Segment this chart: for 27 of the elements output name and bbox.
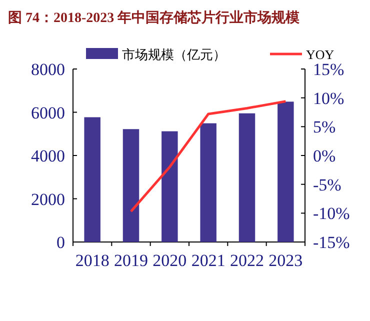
y2-tick-label: -5% [313,175,342,194]
y2-tick-label: 5% [313,118,336,137]
bar [200,123,216,242]
y2-tick-label: -15% [313,233,350,252]
bar [84,117,100,242]
x-tick-label: 2023 [268,251,303,270]
legend-label: 市场规模（亿元） [122,47,226,62]
x-tick-label: 2019 [114,251,148,270]
y-tick-label: 4000 [31,146,65,166]
y2-tick-label: -10% [313,204,350,224]
bar [122,129,140,242]
bar [238,113,256,242]
y-tick-label: 6000 [31,103,65,122]
x-tick-label: 2020 [152,251,187,270]
bar [278,102,294,242]
legend-label: YOY [306,47,335,62]
y-tick-label: 2000 [31,190,65,209]
y2-tick-label: 15% [313,60,344,79]
x-tick-label: 2018 [75,251,110,270]
bar [162,131,178,242]
y2-tick-label: 0% [313,146,336,166]
x-tick-label: 2021 [191,251,226,270]
y-tick-label: 8000 [31,60,65,79]
y2-tick-label: 10% [313,88,344,108]
chart-title: 图 74：2018-2023 年中国存储芯片行业市场规模 [8,9,301,26]
x-tick-label: 2022 [230,251,264,270]
y-tick-label: 0 [56,233,65,252]
